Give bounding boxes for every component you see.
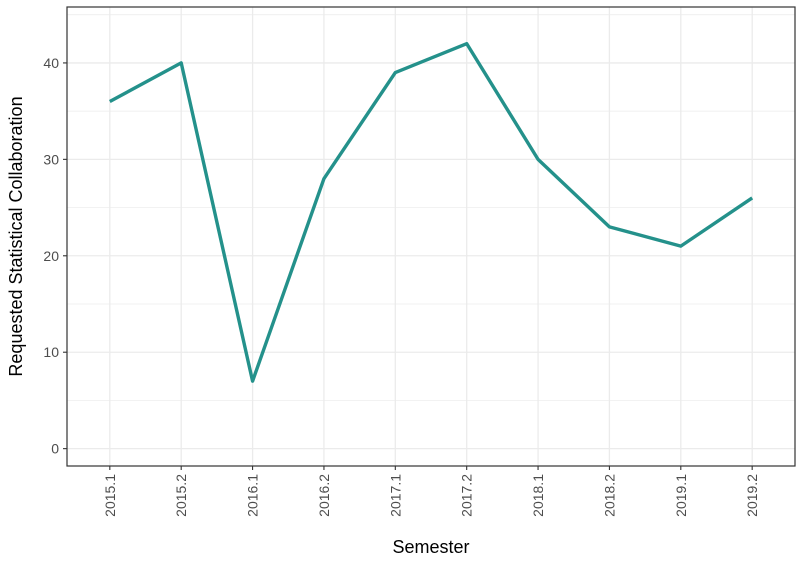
x-tick-label: 2017.1 [387,474,403,517]
series-layer [109,41,754,383]
x-axis-title: Semester [392,537,469,557]
y-tick-label: 40 [43,55,59,71]
x-tick-label: 2018.2 [601,474,617,517]
x-tick-label: 2015.1 [102,474,118,517]
minor-gridlines [67,14,795,401]
x-tick-label: 2019.1 [673,474,689,517]
y-tick-label: 10 [43,344,59,360]
series-line [109,41,754,383]
y-axis-title: Requested Statistical Collaboration [6,96,26,376]
y-tick-label: 0 [51,441,59,457]
x-tick-label: 2016.1 [245,474,261,517]
y-tick-label: 30 [43,151,59,167]
y-tick-label: 20 [43,248,59,264]
x-tick-label: 2018.1 [530,474,546,517]
x-tick-label: 2015.2 [173,474,189,517]
x-tick-label: 2019.2 [744,474,760,517]
major-gridlines [67,7,795,466]
x-axis: 2015.1 2015.2 2016.1 2016.2 2017.1 2017.2 2018… [102,466,760,517]
panel-border [66,6,796,467]
x-tick-label: 2017.2 [459,474,475,517]
x-tick-label: 2016.2 [316,474,332,517]
y-axis: 0 10 20 30 40 [43,55,67,457]
